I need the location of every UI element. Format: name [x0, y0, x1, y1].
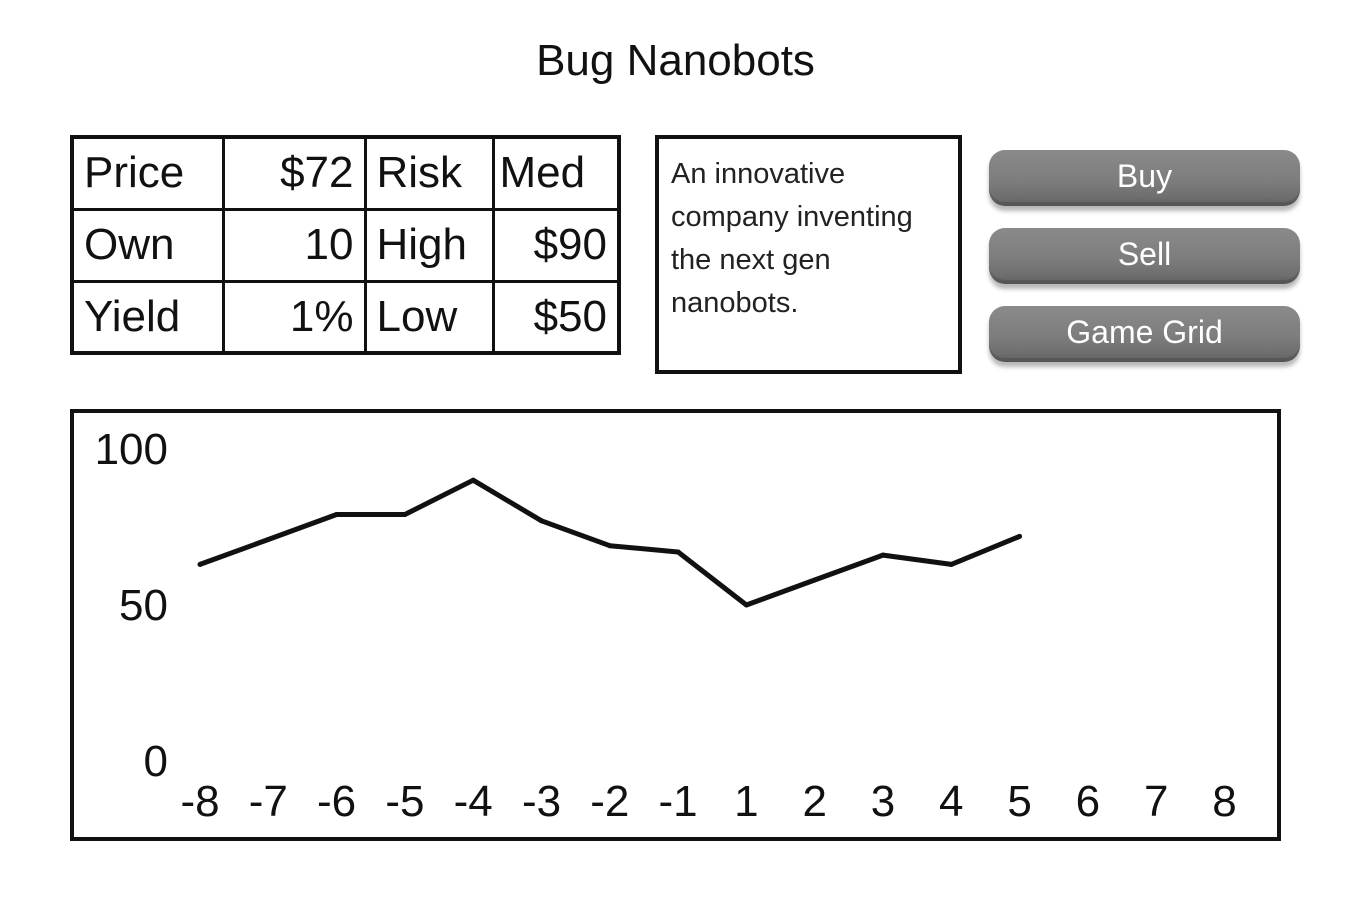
data-point [539, 518, 544, 524]
stock-stats-table: Price $72 Risk Med Own 10 High $90 Yield… [70, 135, 621, 355]
x-tick-label: -8 [180, 777, 219, 826]
x-tick-label: -6 [317, 777, 356, 826]
y-tick-label: 50 [119, 581, 168, 630]
x-tick-label: 8 [1212, 777, 1236, 826]
x-tick-label: 4 [939, 777, 963, 826]
buy-button[interactable]: Buy [989, 150, 1300, 206]
data-point [470, 477, 476, 483]
table-row: Yield 1% Low $50 [70, 279, 621, 355]
x-tick-label: -3 [522, 777, 561, 826]
own-label: Own [70, 207, 225, 283]
data-point [265, 536, 271, 542]
data-point [812, 577, 818, 583]
x-tick-label: -4 [454, 777, 493, 826]
x-tick-label: 6 [1076, 777, 1100, 826]
x-tick-label: -1 [659, 777, 698, 826]
price-value: $72 [221, 135, 367, 211]
x-tick-label: 7 [1144, 777, 1168, 826]
data-point [402, 512, 408, 518]
price-label: Price [70, 135, 225, 211]
own-value: 10 [221, 207, 367, 283]
data-point [1017, 533, 1023, 539]
yield-label: Yield [70, 279, 225, 355]
data-point [197, 561, 203, 567]
x-tick-label: 5 [1007, 777, 1031, 826]
chart-border [70, 409, 1281, 841]
data-point [607, 543, 613, 549]
company-description: An innovative company inventing the next… [655, 135, 962, 374]
x-tick-label: 2 [802, 777, 826, 826]
risk-value: Med [491, 135, 621, 211]
x-tick-label: 3 [871, 777, 895, 826]
data-point [880, 552, 886, 558]
x-tick-label: -2 [590, 777, 629, 826]
data-point [948, 561, 954, 567]
high-value: $90 [491, 207, 621, 283]
y-tick-label: 0 [144, 737, 168, 786]
price-history-chart: 0 50 100 -8 -7 -6 -5 -4 -3 -2 -1 1 2 3 4 5 6 7 8 [70, 409, 1281, 841]
chart-canvas: 0 50 100 -8 -7 -6 -5 -4 -3 -2 -1 1 2 3 4 5 6 7 8 [70, 409, 1281, 841]
x-tick-label: 1 [734, 777, 758, 826]
data-point [334, 512, 340, 518]
high-label: High [363, 207, 495, 283]
low-label: Low [363, 279, 495, 355]
x-tick-label: -5 [385, 777, 424, 826]
data-point [743, 602, 749, 608]
y-tick-label: 100 [95, 425, 168, 474]
data-point [675, 549, 681, 555]
game-grid-button[interactable]: Game Grid [989, 306, 1300, 362]
table-row: Own 10 High $90 [70, 207, 621, 283]
x-tick-label: -7 [249, 777, 288, 826]
page-title: Bug Nanobots [536, 36, 815, 85]
table-row: Price $72 Risk Med [70, 135, 621, 211]
risk-label: Risk [363, 135, 495, 211]
sell-button[interactable]: Sell [989, 228, 1300, 284]
low-value: $50 [491, 279, 621, 355]
yield-value: 1% [221, 279, 367, 355]
